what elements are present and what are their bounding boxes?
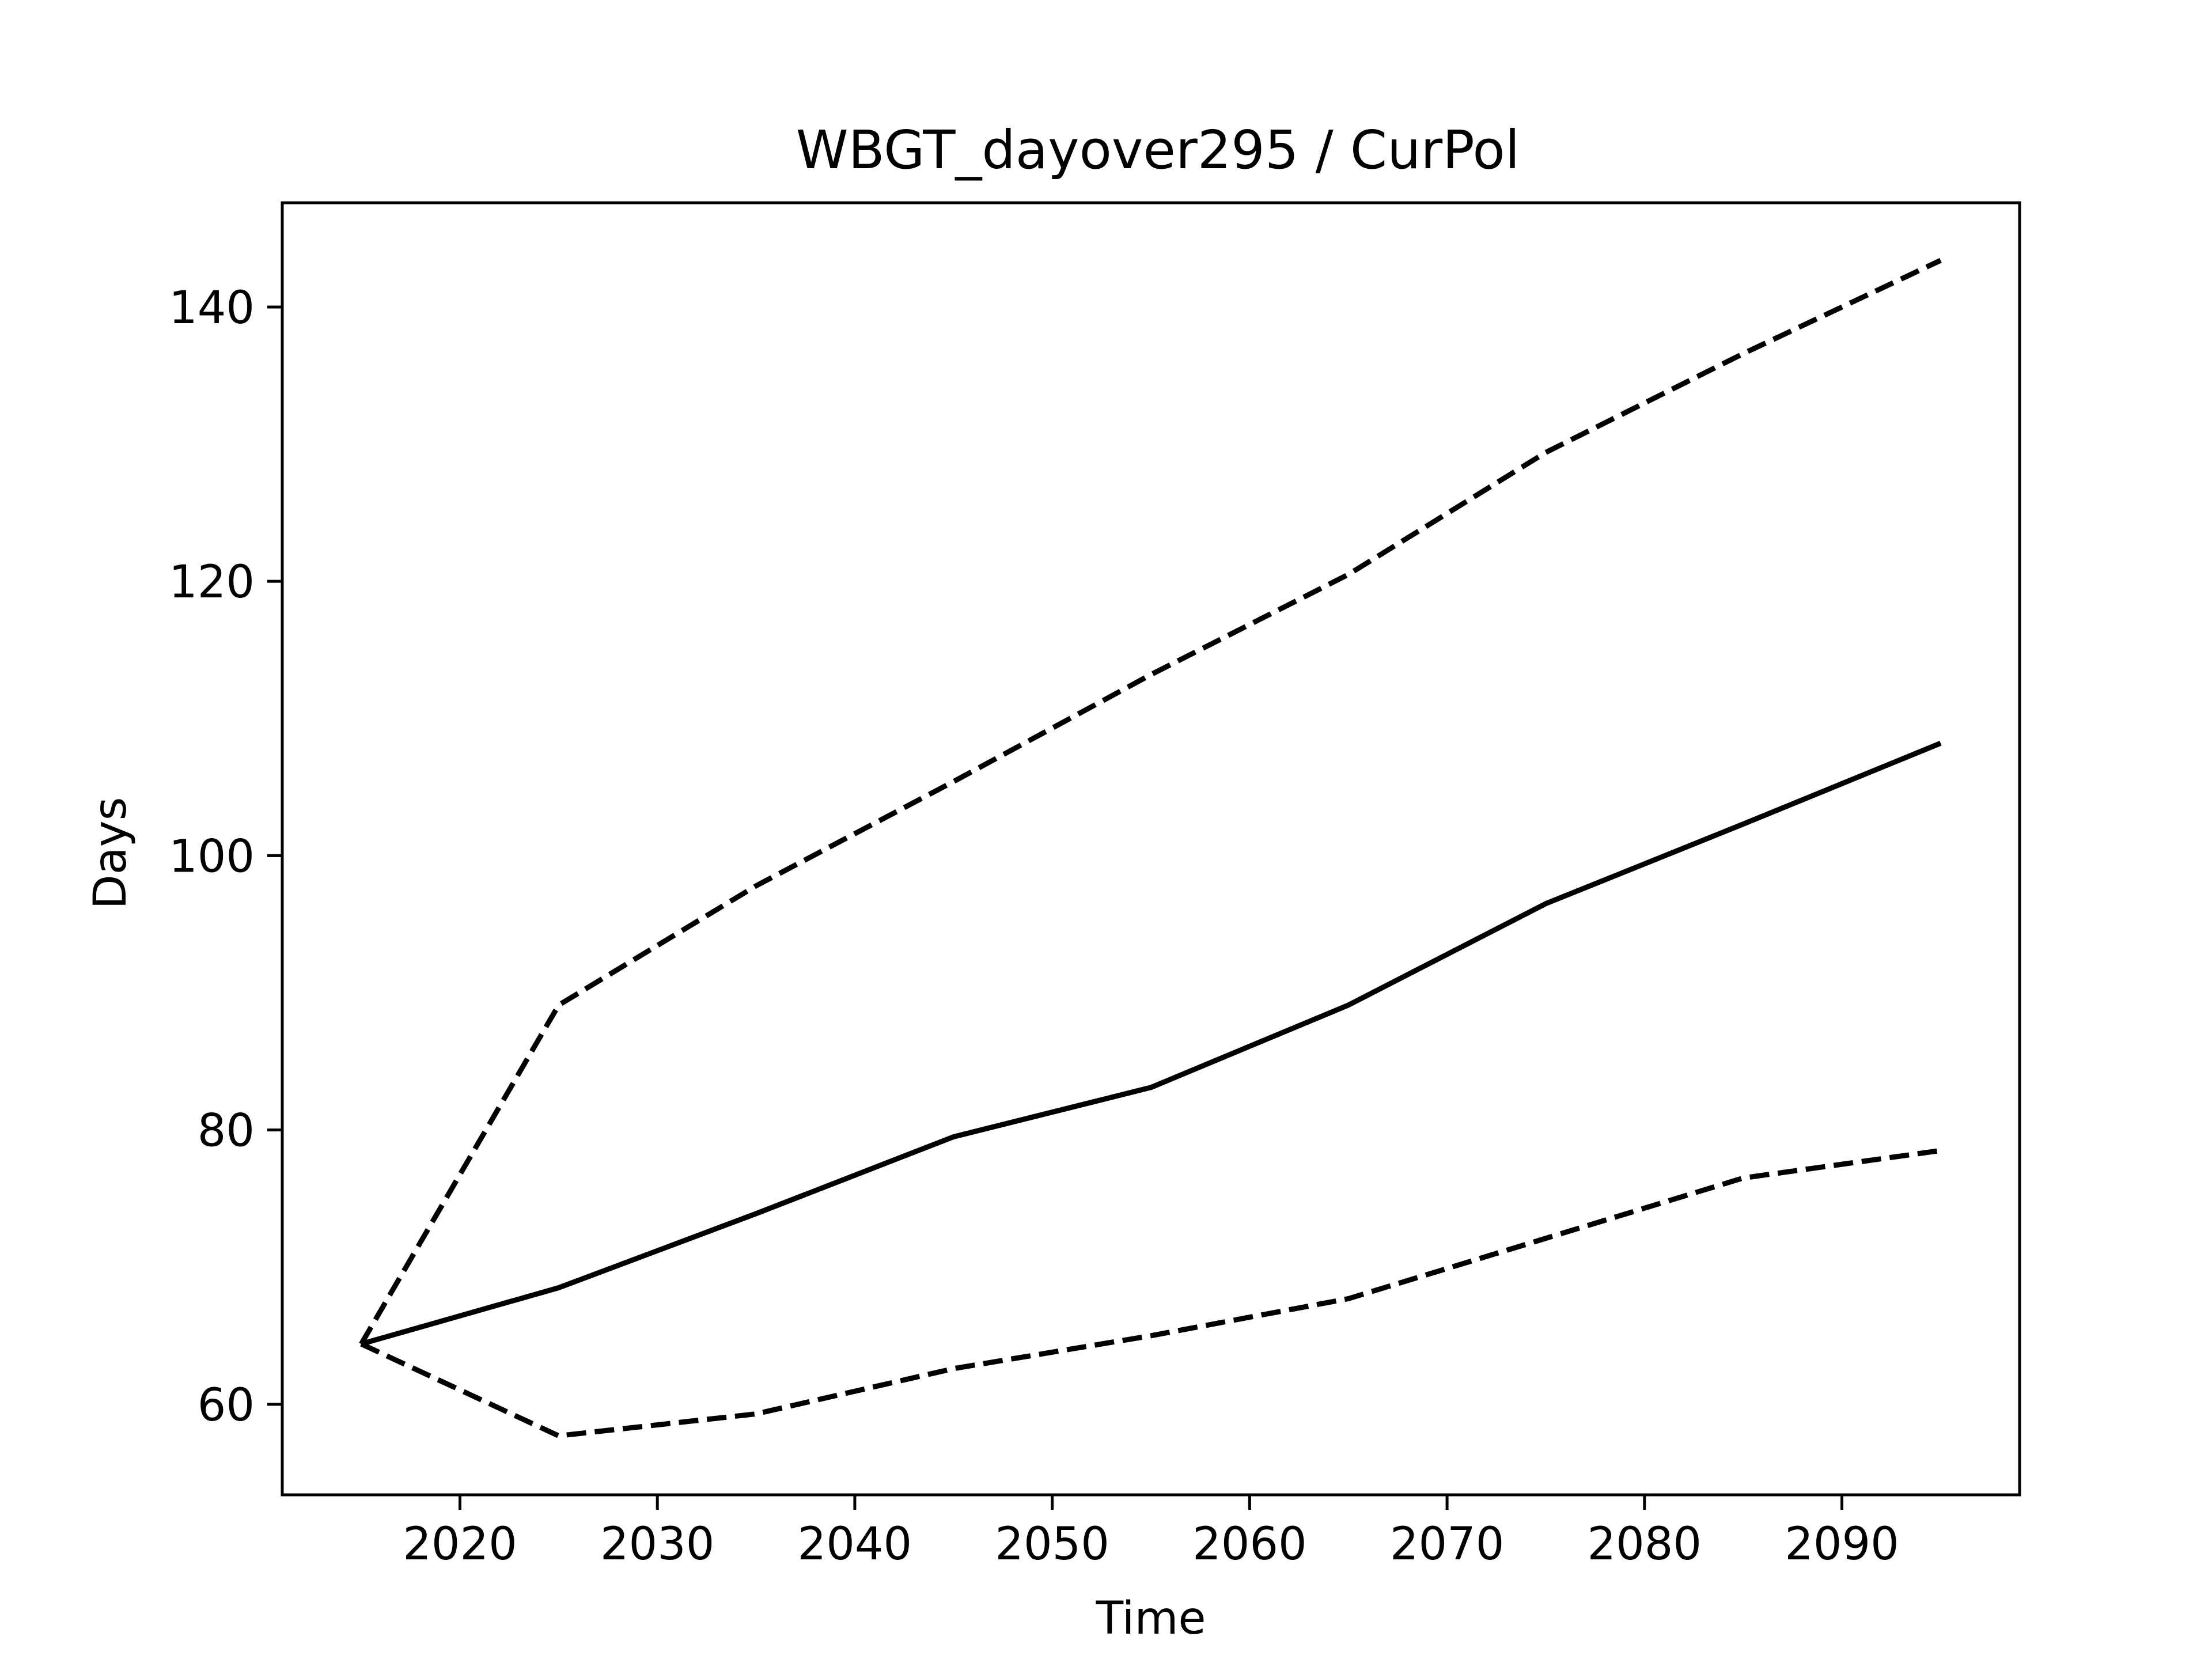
y-axis-label: Days [85,797,137,910]
x-tick-label: 2080 [1588,1518,1702,1570]
chart-title: WBGT_dayover295 / CurPol [796,119,1520,181]
plot-area-frame [281,201,2021,1497]
solid-series-line-0 [360,741,1942,1347]
x-tick-label: 2020 [403,1518,517,1570]
x-tick-label: 2040 [798,1518,912,1570]
y-tick-label: 120 [169,556,255,608]
y-axis: 60 80 100 120 140 [169,282,282,1431]
series-layer [359,257,1942,1439]
x-axis-label: Time [1096,1593,1206,1645]
dashed-series-line-2 [360,1147,1941,1439]
y-tick-label: 80 [198,1105,255,1157]
x-axis: 2020 2030 2040 2050 2060 2070 2080 2090 [403,1495,1899,1570]
y-tick-label: 100 [169,831,255,882]
x-tick-label: 2090 [1785,1518,1899,1570]
y-tick-label: 140 [169,282,255,334]
x-tick-label: 2060 [1192,1518,1307,1570]
dashed-series-line-1 [359,257,1942,1346]
x-tick-label: 2050 [995,1518,1109,1570]
y-tick-label: 60 [198,1380,255,1431]
x-tick-label: 2070 [1390,1518,1505,1570]
x-tick-label: 2030 [600,1518,715,1570]
